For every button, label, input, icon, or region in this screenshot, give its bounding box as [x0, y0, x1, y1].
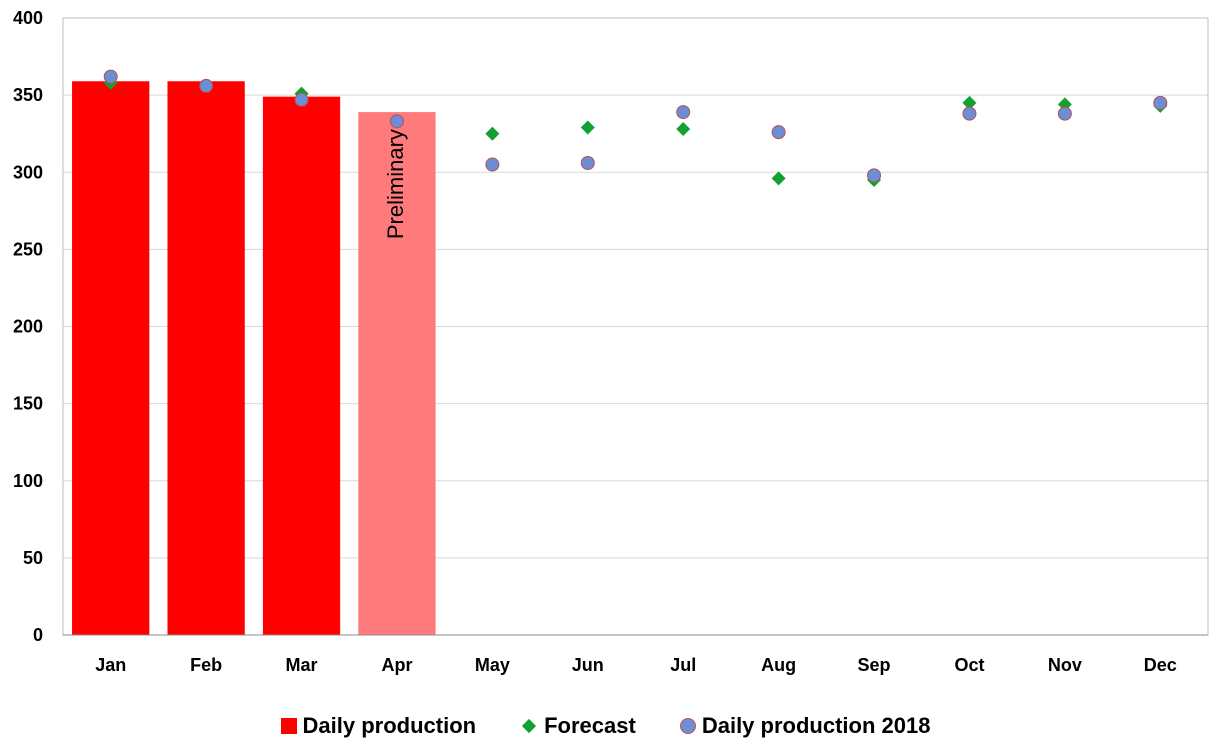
production-2018-point	[1057, 106, 1072, 121]
x-tick-label: Nov	[1048, 655, 1082, 675]
legend-label-forecast: Forecast	[544, 713, 636, 738]
forecast-point	[676, 122, 691, 137]
legend-item-daily-production: Daily production	[280, 713, 477, 739]
production-2018-point	[1153, 95, 1168, 110]
x-tick-label: Dec	[1144, 655, 1177, 675]
legend-item-forecast: Forecast	[520, 713, 636, 739]
production-2018-point	[294, 92, 309, 107]
y-tick-label: 0	[33, 625, 43, 645]
y-tick-label: 250	[13, 239, 43, 259]
production-2018-point	[676, 105, 691, 120]
bar	[167, 81, 245, 636]
y-tick-label: 50	[23, 548, 43, 568]
production-2018-point	[199, 78, 214, 93]
y-tick-label: 350	[13, 85, 43, 105]
forecast-point	[962, 95, 977, 110]
legend-swatch-daily-production-2018	[679, 718, 696, 734]
x-tick-label: Aug	[761, 655, 796, 675]
production-2018-point	[867, 168, 882, 183]
x-tick-label: Jan	[95, 655, 126, 675]
y-tick-label: 200	[13, 317, 43, 337]
y-tick-label: 150	[13, 394, 43, 414]
x-tick-label: May	[475, 655, 510, 675]
legend-swatch-daily-production	[280, 718, 297, 734]
legend-item-daily-production-2018: Daily production 2018	[679, 713, 931, 739]
bar	[358, 112, 436, 635]
legend: Daily production Forecast Daily producti…	[0, 708, 1211, 744]
forecast-point	[580, 120, 595, 135]
legend-swatch-forecast	[522, 718, 537, 734]
x-tick-label: Jun	[572, 655, 604, 675]
forecast-point	[485, 126, 500, 141]
legend-label-daily-production-2018: Daily production 2018	[701, 713, 931, 738]
production-2018-point	[962, 106, 977, 121]
x-tick-label: Apr	[381, 655, 412, 675]
y-tick-label: 100	[13, 471, 43, 491]
x-tick-label: Feb	[190, 655, 222, 675]
y-tick-label: 300	[13, 162, 43, 182]
production-2018-point	[103, 69, 118, 84]
x-tick-label: Oct	[954, 655, 984, 675]
x-tick-label: Mar	[286, 655, 318, 675]
bar	[262, 96, 341, 636]
production-2018-point	[485, 157, 500, 172]
x-tick-label: Jul	[670, 655, 696, 675]
legend-label-daily-production: Daily production	[302, 713, 477, 738]
production-2018-point	[580, 155, 595, 170]
production-2018-point	[771, 125, 786, 140]
bar	[72, 81, 150, 636]
x-tick-label: Sep	[858, 655, 891, 675]
production-2018-point	[389, 114, 404, 129]
forecast-point	[771, 171, 786, 186]
y-tick-label: 400	[13, 8, 43, 28]
bar-annotation: Preliminary	[383, 129, 408, 239]
